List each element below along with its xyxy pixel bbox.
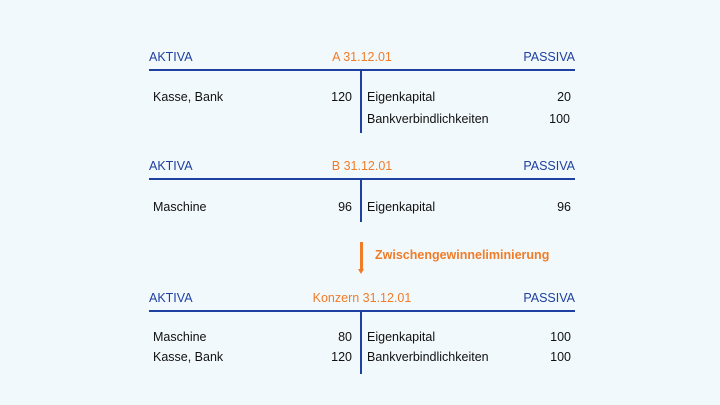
passiva-value: 100 — [550, 330, 571, 344]
vertical-rule — [360, 69, 362, 133]
aktiva-label: Kasse, Bank — [153, 90, 224, 104]
aktiva-header: AKTIVA — [149, 50, 193, 64]
account-title: B 31.12.01 — [331, 159, 393, 173]
transition-label: Zwischengewinneliminierung — [375, 248, 550, 262]
t-account-konzern: AKTIVA Konzern 31.12.01 PASSIVA Maschine… — [149, 291, 575, 401]
passiva-header: PASSIVA — [523, 291, 575, 305]
t-account-b: AKTIVA B 31.12.01 PASSIVA Maschine 96 Ei… — [149, 159, 575, 269]
aktiva-header: AKTIVA — [149, 159, 193, 173]
horizontal-rule — [149, 310, 575, 312]
aktiva-label: Maschine — [153, 330, 207, 344]
arrow-down-icon — [358, 242, 364, 274]
horizontal-rule — [149, 69, 575, 71]
passiva-value: 100 — [550, 350, 571, 364]
aktiva-value: 120 — [331, 90, 352, 104]
aktiva-header: AKTIVA — [149, 291, 193, 305]
vertical-rule — [360, 178, 362, 222]
aktiva-value: 96 — [338, 200, 352, 214]
passiva-label: Eigenkapital — [367, 200, 436, 214]
aktiva-value: 80 — [338, 330, 352, 344]
aktiva-label: Maschine — [153, 200, 207, 214]
passiva-label: Eigenkapital — [367, 330, 436, 344]
horizontal-rule — [149, 178, 575, 180]
passiva-value: 100 — [549, 112, 570, 126]
passiva-label: Bankverbindlichkeiten — [367, 350, 489, 364]
passiva-label: Eigenkapital — [367, 90, 436, 104]
vertical-rule — [360, 310, 362, 374]
t-account-a: AKTIVA A 31.12.01 PASSIVA Kasse, Bank 12… — [149, 50, 575, 160]
account-title: A 31.12.01 — [332, 50, 392, 64]
passiva-value: 96 — [557, 200, 571, 214]
passiva-header: PASSIVA — [523, 159, 575, 173]
passiva-value: 20 — [557, 90, 571, 104]
passiva-header: PASSIVA — [523, 50, 575, 64]
aktiva-value: 120 — [331, 350, 352, 364]
passiva-label: Bankverbindlichkeiten — [367, 112, 489, 126]
aktiva-label: Kasse, Bank — [153, 350, 224, 364]
account-title: Konzern 31.12.01 — [312, 291, 412, 305]
